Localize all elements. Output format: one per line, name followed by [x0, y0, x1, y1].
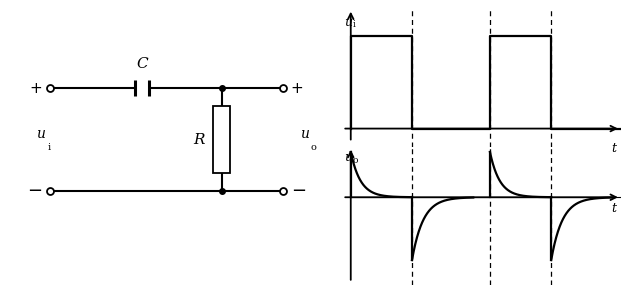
Text: u: u: [344, 151, 352, 164]
Text: i: i: [353, 20, 356, 29]
Text: i: i: [47, 143, 51, 151]
Text: t: t: [612, 202, 616, 215]
Text: u: u: [300, 127, 309, 141]
Text: t: t: [612, 142, 616, 156]
Text: +: +: [29, 81, 42, 96]
Text: o: o: [311, 143, 317, 151]
Text: C: C: [136, 56, 148, 71]
Text: u: u: [344, 16, 352, 29]
Text: R: R: [193, 133, 204, 147]
Bar: [213, 106, 230, 173]
Text: u: u: [36, 127, 45, 141]
Text: −: −: [27, 182, 42, 200]
Text: +: +: [291, 81, 303, 96]
Text: −: −: [291, 182, 306, 200]
Text: o: o: [353, 156, 358, 165]
